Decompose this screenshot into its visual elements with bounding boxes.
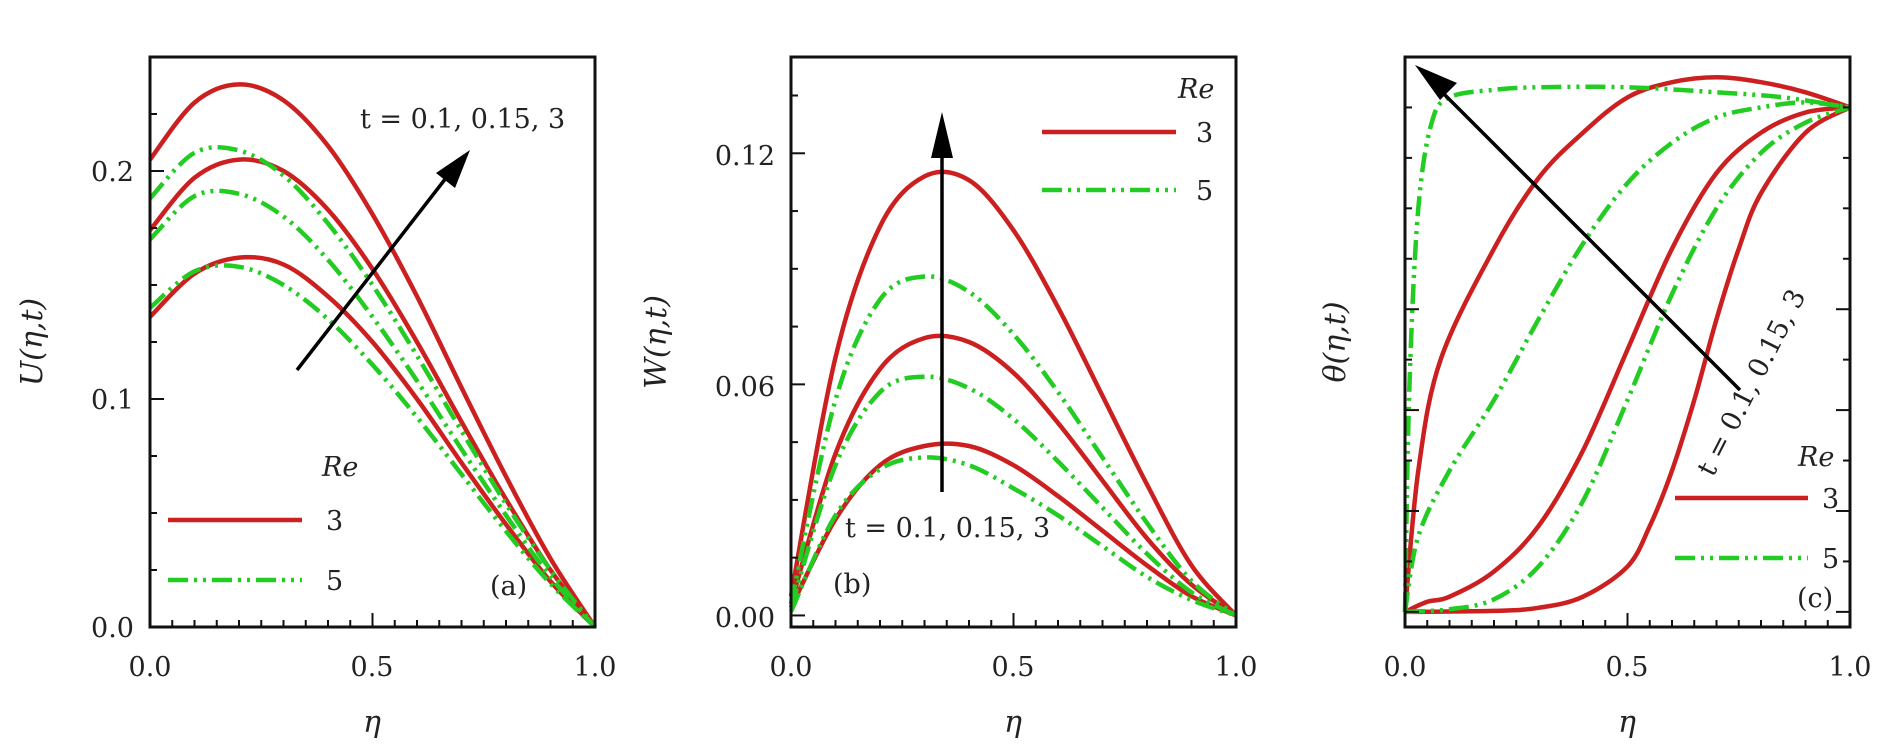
panel-b-curves <box>788 169 1238 618</box>
panel-a-ytick-label-0: 0.0 <box>91 613 134 644</box>
panel-b-curve-re5-t0_15 <box>788 374 1238 618</box>
panel-b-ytick-label-0: 0.00 <box>715 603 775 634</box>
panel-c-curves <box>1402 74 1852 615</box>
panel-c-legend-label-re3: 3 <box>1822 484 1839 515</box>
panel-a-xtick-label-2: 1.0 <box>574 652 617 683</box>
panel-a-legend-label-re3: 3 <box>326 506 343 537</box>
panel-b-curve-re5-t0_1 <box>788 455 1237 618</box>
panel-b-arrow <box>931 112 953 492</box>
panel-a-curve-re5-t0_1 <box>148 263 597 629</box>
panel-b-ytick-label-2: 0.12 <box>715 141 775 172</box>
panel-a-legend: Re 3 5 <box>168 452 358 597</box>
panel-a-xtick-label-0: 0.0 <box>129 652 172 683</box>
panel-c-xtick-label-1: 0.5 <box>1606 652 1649 683</box>
panel-a-legend-label-re5: 5 <box>326 566 343 597</box>
panel-a-curve-re3-t0_1 <box>148 254 597 629</box>
panel-b-tag: (b) <box>833 569 871 600</box>
panel-c-arrow <box>1415 65 1742 392</box>
panel-b-ytick-label-1: 0.06 <box>715 372 775 403</box>
panel-a-curve-re5-t0_15 <box>148 188 597 629</box>
panel-c-annotation: t = 0.1, 0.15, 3 <box>1692 284 1813 481</box>
panel-b-xtick-label-1: 0.5 <box>992 652 1035 683</box>
panel-b-legend: Re 3 5 <box>1042 74 1214 207</box>
panel-a: 0.0 0.5 1.0 0.0 0.1 0.2 η U(η,t) t = 0.1… <box>15 55 617 740</box>
panel-c-curve-re5-t0_1 <box>1404 105 1851 615</box>
panel-b: 0.0 0.5 1.0 0.00 0.06 0.12 η W(η,t) t = … <box>639 55 1258 740</box>
panel-c-curve-re5-t3 <box>1402 84 1851 612</box>
panel-c-curve-re3-t3 <box>1402 74 1851 613</box>
panel-a-curve-re3-t3 <box>148 82 597 629</box>
panel-a-curves <box>148 82 597 629</box>
panel-c-curve-re5-t0_15 <box>1402 100 1851 613</box>
panel-c-ylabel: θ(η,t) <box>1318 301 1353 382</box>
panel-b-ylabel: W(η,t) <box>639 295 674 389</box>
panel-a-curve-re5-t3 <box>148 144 597 629</box>
panel-b-annotation: t = 0.1, 0.15, 3 <box>845 513 1050 544</box>
panel-a-xlabel: η <box>363 705 381 740</box>
panel-b-legend-label-re5: 5 <box>1196 176 1213 207</box>
panel-c-ticks <box>1404 106 1851 627</box>
panel-c-xtick-label-0: 0.0 <box>1384 652 1427 683</box>
panel-c-xtick-label-2: 1.0 <box>1829 652 1872 683</box>
panel-b-xlabel: η <box>1004 705 1022 740</box>
panel-c-legend: Re 3 5 <box>1675 442 1839 575</box>
panel-b-xtick-label-0: 0.0 <box>770 652 813 683</box>
panel-b-ticks <box>790 94 1237 627</box>
panel-a-ytick-label-2: 0.2 <box>91 157 134 188</box>
panel-c-curve-re3-t0_15 <box>1404 105 1851 614</box>
panel-c-legend-label-re5: 5 <box>1822 544 1839 575</box>
panel-a-xtick-label-1: 0.5 <box>351 652 394 683</box>
panel-a-ticks <box>149 56 596 628</box>
panel-c-curve-re3-t0_1 <box>1404 105 1852 615</box>
panel-a-tag: (a) <box>490 571 527 602</box>
panel-b-legend-label-re3: 3 <box>1196 118 1213 149</box>
panel-c: 0.0 0.5 1.0 η θ(η,t) t = 0.1, 0.15, 3 Re… <box>1318 55 1872 740</box>
panel-b-curve-re3-t0_15 <box>788 333 1238 618</box>
panel-b-curve-re5-t3 <box>788 274 1238 618</box>
panel-a-ytick-label-1: 0.1 <box>91 385 134 416</box>
panel-c-legend-title: Re <box>1797 442 1834 473</box>
panel-a-annotation: t = 0.1, 0.15, 3 <box>360 104 565 135</box>
panel-a-legend-title: Re <box>321 452 358 483</box>
panel-c-xlabel: η <box>1618 705 1636 740</box>
panel-a-ylabel: U(η,t) <box>15 298 50 386</box>
panel-b-curve-re3-t3 <box>788 169 1238 617</box>
panel-b-xtick-label-2: 1.0 <box>1215 652 1258 683</box>
panel-c-tag: (c) <box>1797 583 1833 614</box>
panel-a-arrow <box>295 150 470 372</box>
panel-b-legend-title: Re <box>1177 74 1214 105</box>
